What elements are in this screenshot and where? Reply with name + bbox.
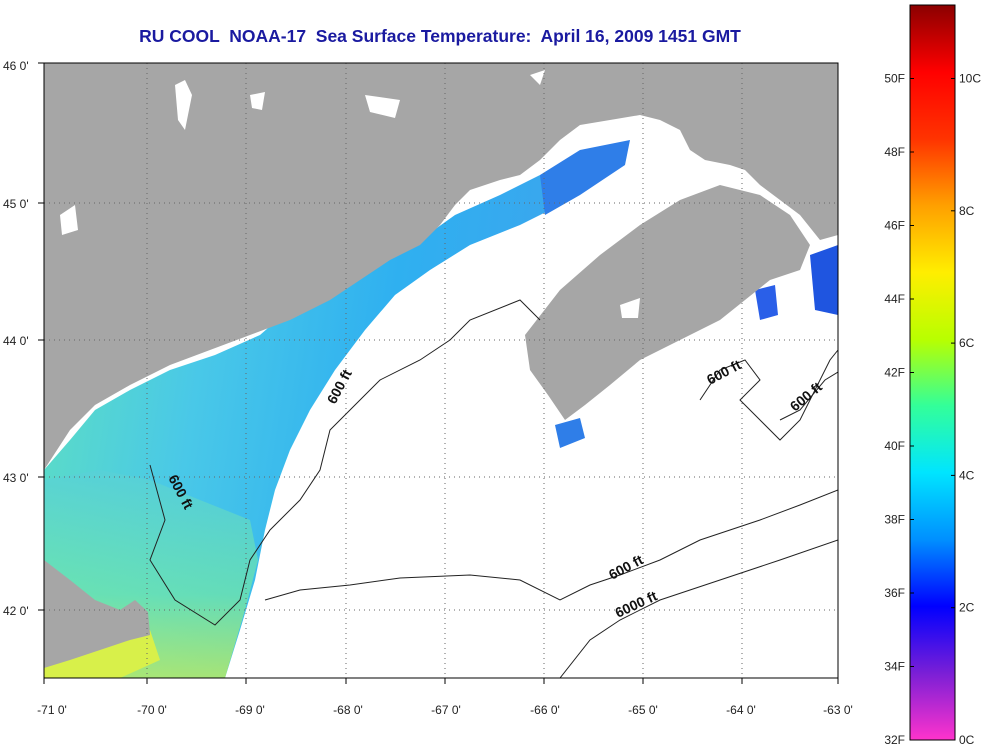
sst-east-patch-2 xyxy=(810,245,838,315)
lon-tick-label: -66 0' xyxy=(530,703,560,717)
lat-tick-label: 42 0' xyxy=(3,604,29,618)
contour-6000ft xyxy=(559,539,838,678)
sst-east-patch-1 xyxy=(755,285,778,320)
lon-tick-label: -68 0' xyxy=(333,703,363,717)
map-title: RU COOL NOAA-17 Sea Surface Temperature:… xyxy=(139,26,741,46)
contour-600ft-georges xyxy=(264,489,838,601)
lon-tick-label: -71 0' xyxy=(37,703,67,717)
lon-tick-label: -67 0' xyxy=(431,703,461,717)
sst-cape-cod-warm xyxy=(44,630,160,678)
contour-600ft-east-2 xyxy=(779,371,838,421)
contour-600ft-east xyxy=(699,349,838,441)
lat-tick-label: 46 0' xyxy=(3,59,29,73)
bathymetry-contours xyxy=(149,299,838,678)
lon-tick-label: -64 0' xyxy=(726,703,756,717)
land-new-england xyxy=(44,63,838,470)
land-nova-scotia xyxy=(525,185,810,420)
land-massachusetts xyxy=(44,560,150,668)
lat-tick-label: 45 0' xyxy=(3,197,29,211)
lon-tick-label: -63 0' xyxy=(823,703,853,717)
lat-tick-label: 43 0' xyxy=(3,471,29,485)
sst-bay-of-fundy xyxy=(540,140,630,215)
lon-tick-label: -69 0' xyxy=(235,703,265,717)
lat-tick-label: 44 0' xyxy=(3,334,29,348)
map-frame xyxy=(43,62,839,679)
axis-ticks xyxy=(38,62,839,684)
lon-tick-label: -65 0' xyxy=(628,703,658,717)
sst-scotian-patch xyxy=(555,418,585,448)
contour-600ft-gulf xyxy=(149,299,541,626)
lon-tick-label: -70 0' xyxy=(137,703,167,717)
